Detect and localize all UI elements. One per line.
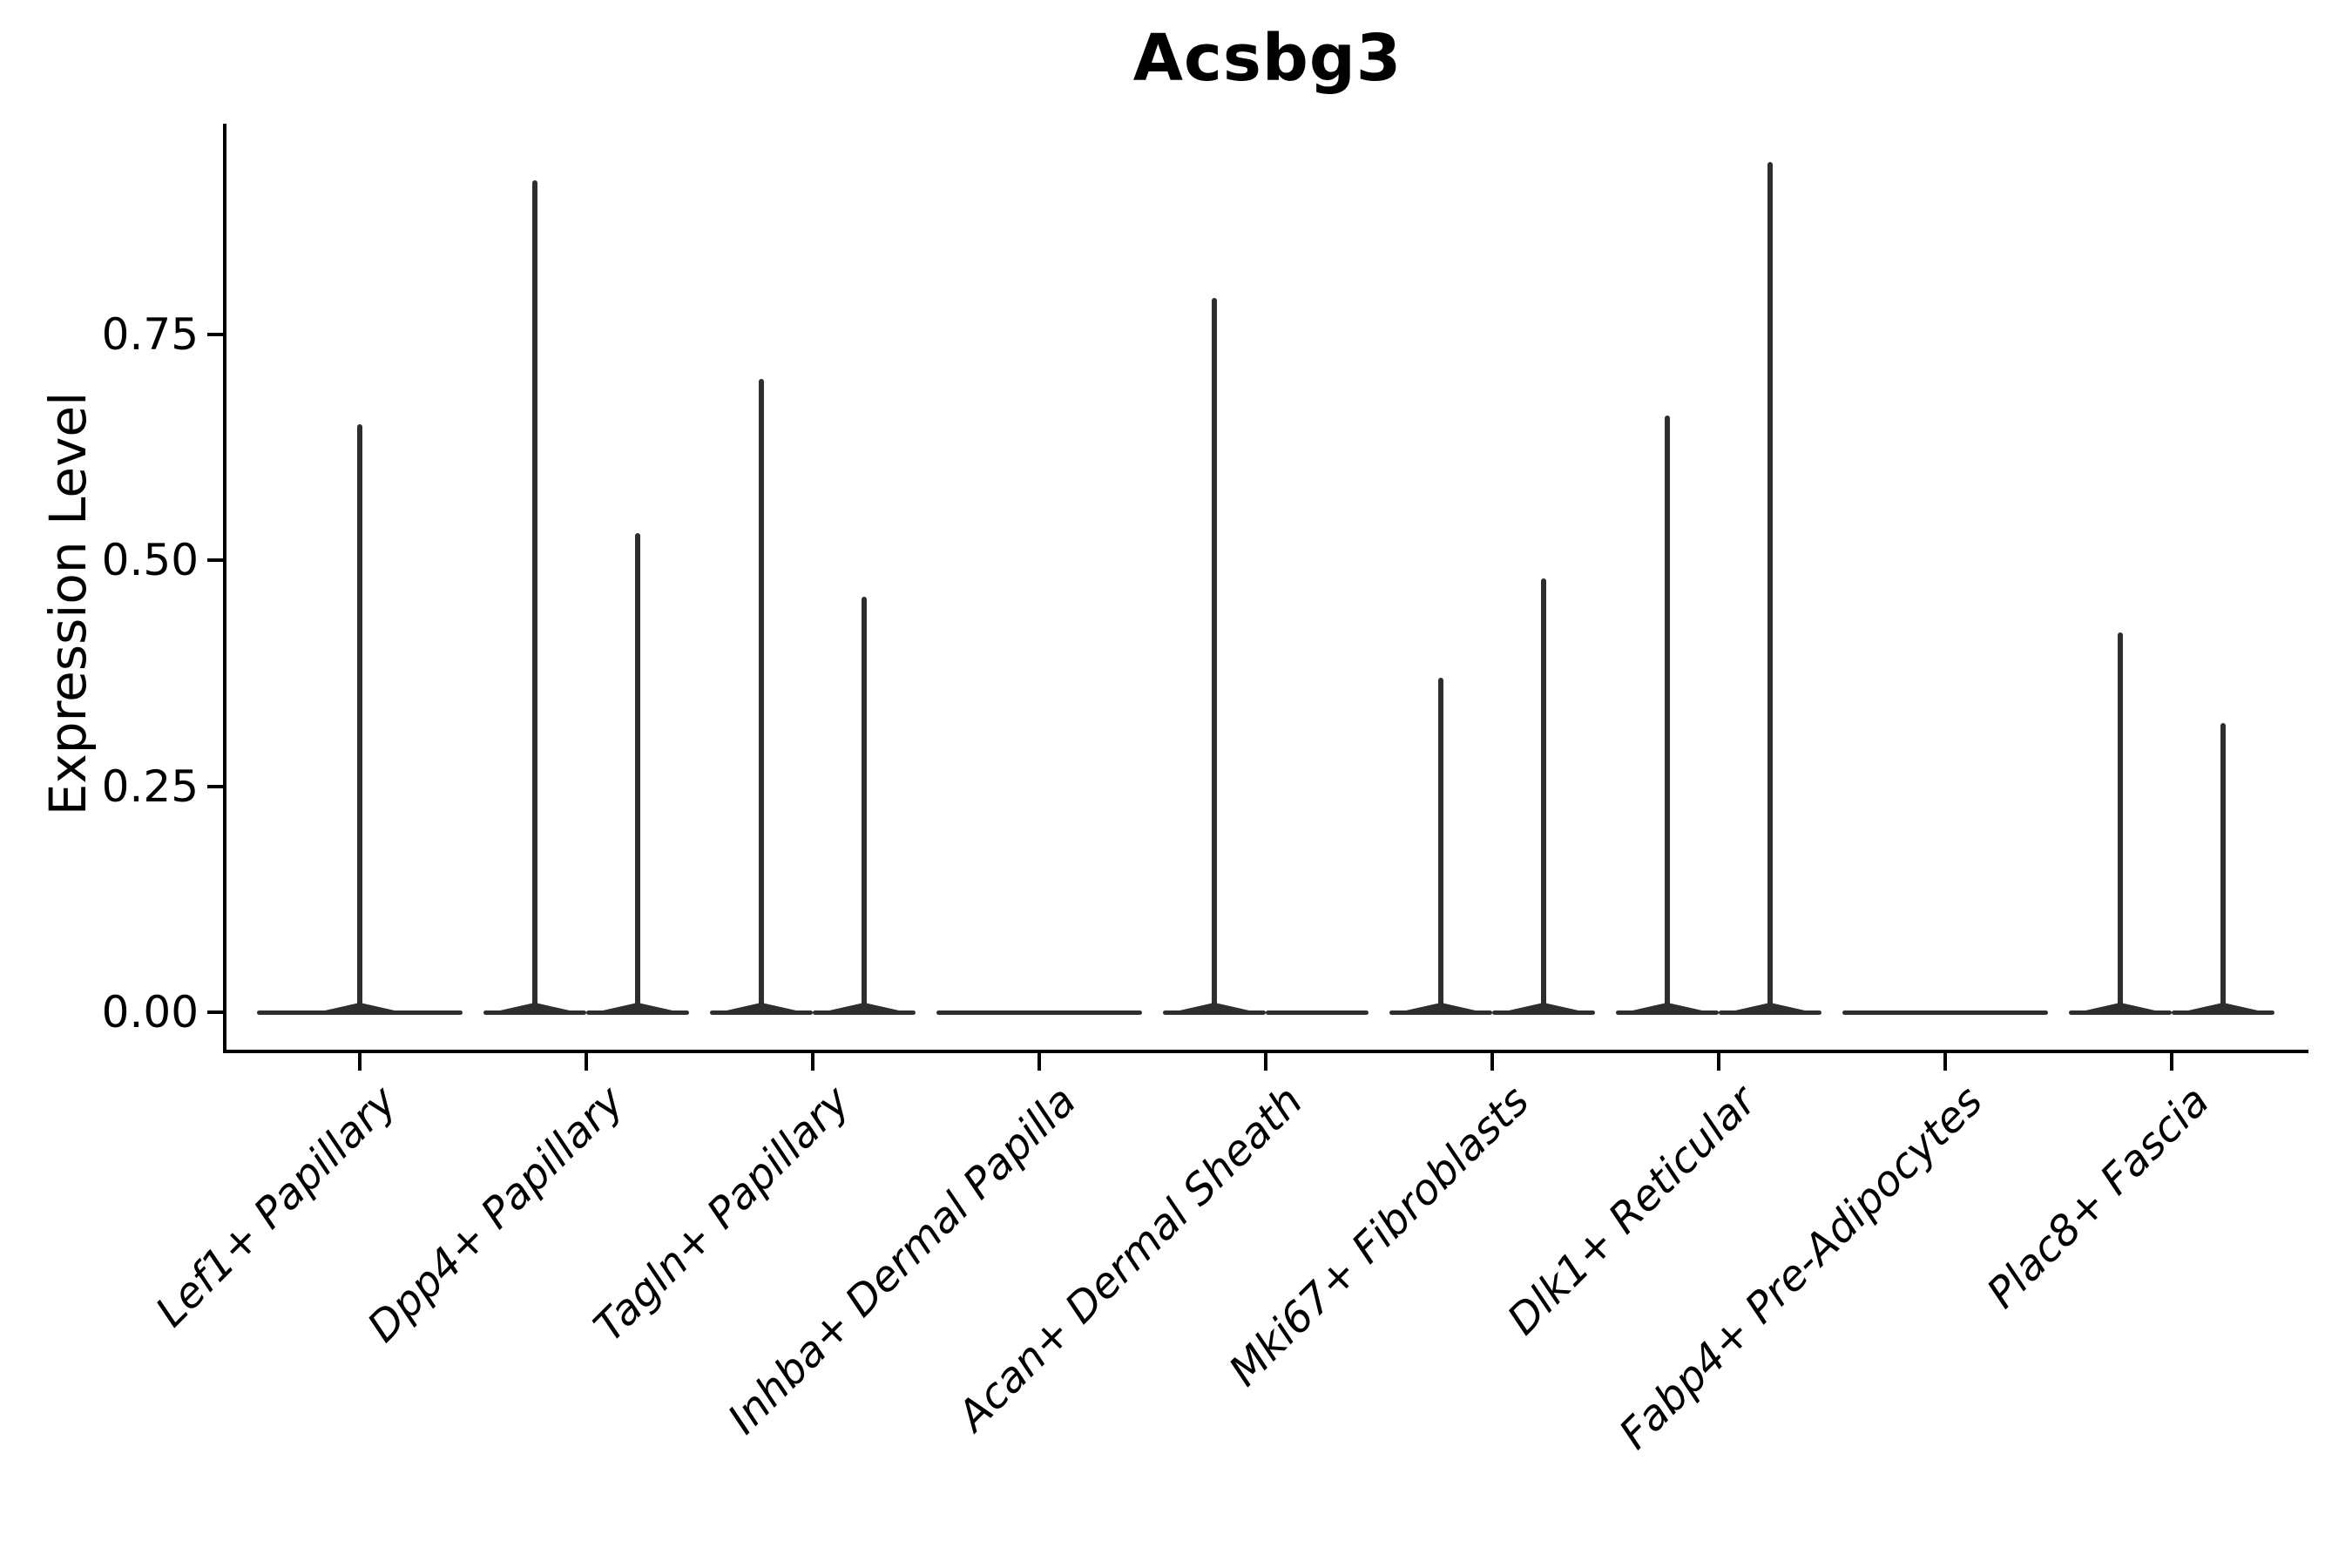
x-tick-label: Lef1+ Papillary [146, 1077, 407, 1337]
x-tick [585, 1051, 588, 1071]
x-tick-label: Plac8+ Fascia [1977, 1077, 2219, 1318]
violin-baseline [1719, 1010, 1821, 1015]
violin-baseline [1616, 1010, 1719, 1015]
y-tick [207, 784, 225, 788]
violin-baseline [1842, 1010, 2048, 1015]
violin-baseline [2172, 1010, 2274, 1015]
violin-baseline [710, 1010, 813, 1015]
violin-spike [357, 424, 362, 1012]
x-tick-label: Dlk1+ Reticular [1497, 1077, 1766, 1345]
x-tick-label: Fabp4+ Pre-Adipocytes [1610, 1077, 1992, 1459]
violin-baseline [1163, 1010, 1266, 1015]
x-tick [1037, 1051, 1041, 1071]
y-tick-label: 0.75 [101, 308, 199, 360]
x-tick [1490, 1051, 1494, 1071]
violin-spike [1541, 578, 1546, 1012]
x-tick [2170, 1051, 2173, 1071]
y-tick [207, 558, 225, 562]
y-tick-label: 0.50 [101, 535, 199, 585]
violin-baseline [586, 1010, 689, 1015]
y-tick [207, 332, 225, 336]
violin-spike [532, 180, 537, 1012]
violin-spike [2118, 632, 2123, 1012]
violin-baseline [257, 1010, 463, 1015]
y-axis-line [223, 124, 226, 1053]
x-tick [1943, 1051, 1947, 1071]
violin-baseline [1266, 1010, 1369, 1015]
violin-baseline [936, 1010, 1142, 1015]
violin-spike [1767, 162, 1773, 1012]
violin-baseline [813, 1010, 916, 1015]
violin-spike [1665, 415, 1670, 1012]
violin-baseline [483, 1010, 586, 1015]
x-tick [358, 1051, 362, 1071]
violin-spike [635, 532, 640, 1012]
violin-baseline [2069, 1010, 2172, 1015]
violin-spike [1438, 677, 1443, 1012]
y-tick-label: 0.00 [101, 987, 199, 1037]
x-tick [1264, 1051, 1267, 1071]
violin-baseline [1389, 1010, 1492, 1015]
y-axis-title: Expression Level [38, 391, 98, 816]
chart-title: Acsbg3 [1132, 21, 1402, 96]
violin-spike [759, 379, 764, 1012]
x-tick [811, 1051, 814, 1071]
violin-spike [1212, 297, 1217, 1012]
y-tick [207, 1010, 225, 1014]
violin-spike [2220, 722, 2226, 1012]
y-tick-label: 0.25 [101, 760, 199, 812]
x-tick [1717, 1051, 1720, 1071]
violin-baseline [1492, 1010, 1595, 1015]
violin-spike [862, 596, 867, 1012]
